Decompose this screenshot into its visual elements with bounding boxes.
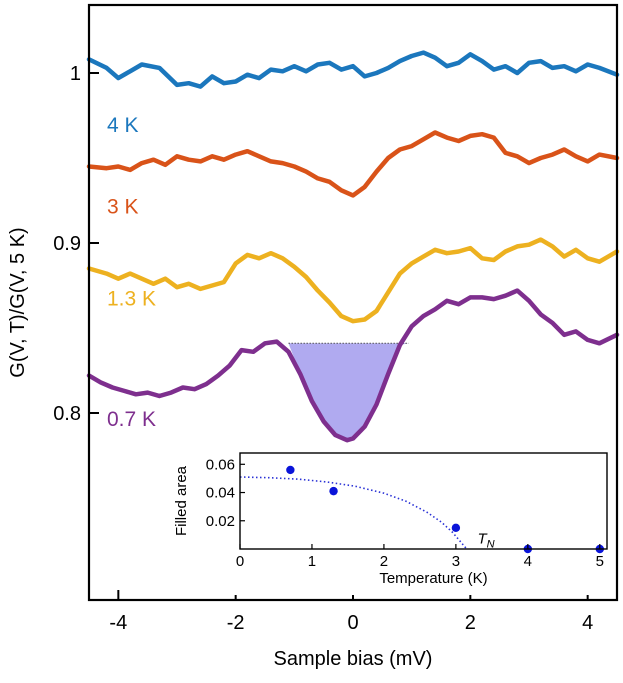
series-label: 1.3 K (107, 287, 156, 310)
x-tick-label: -4 (109, 612, 127, 634)
inset-background (170, 445, 615, 595)
tn-annotation-subscript: N (487, 539, 495, 551)
inset-y-tick-label: 0.06 (206, 456, 235, 473)
series-line-4-k (86, 50, 620, 89)
y-tick-label: 0.9 (53, 233, 81, 255)
inset-points-layer (286, 465, 605, 554)
main-series-layer (86, 50, 620, 443)
inset-x-tick-label: 4 (524, 553, 532, 570)
tn-annotation-label: T (477, 531, 488, 548)
inset-y-tick-label: 0.02 (206, 513, 235, 530)
inset-x-tick-label: 1 (308, 553, 316, 570)
series-labels-layer: 4 K 3 K 1.3 K 0.7 K (107, 114, 156, 431)
inset-data-point (451, 523, 461, 533)
main-x-axis-label: Sample bias (mV) (274, 648, 433, 670)
filled-area (288, 343, 409, 441)
inset-fit-layer (239, 476, 468, 550)
y-tick-label: 1 (70, 63, 81, 85)
inset-x-tick-label: 2 (380, 553, 388, 570)
main-axis-ticks: -4 -2 0 2 4 0.8 0.9 1 (53, 63, 593, 634)
inset-x-tick-label: 3 (452, 553, 460, 570)
series-label: 4 K (107, 114, 139, 137)
series-line-3-k (86, 130, 620, 198)
inset-x-tick-label: 5 (596, 553, 604, 570)
series-label: 3 K (107, 196, 139, 219)
inset-x-tick-label: 0 (236, 553, 244, 570)
x-tick-label: 0 (347, 612, 358, 634)
tn-annotation: TN (477, 531, 494, 551)
inset-fit-curve (239, 476, 468, 550)
y-tick-label: 0.8 (53, 403, 81, 425)
main-y-axis-label: G(V, T)/G(V, 5 K) (7, 227, 29, 377)
filled-area-layer (288, 342, 409, 441)
series-line-0-7-k (86, 288, 620, 443)
inset-y-axis-label: Filled area (173, 465, 190, 536)
x-tick-label: 4 (582, 612, 593, 634)
series-label: 0.7 K (107, 408, 156, 431)
inset-plot-frame (239, 452, 608, 550)
series-line-1-3-k (86, 237, 620, 324)
inset-y-tick-label: 0.04 (206, 485, 235, 502)
inset-x-axis-label: Temperature (K) (379, 570, 487, 587)
x-tick-label: -2 (227, 612, 245, 634)
inset-axis-ticks: 0 1 2 3 4 5 0.02 0.04 0.06 (206, 456, 604, 570)
inset-data-point (286, 465, 295, 475)
inset-data-point (329, 486, 338, 496)
x-tick-label: 2 (465, 612, 476, 634)
